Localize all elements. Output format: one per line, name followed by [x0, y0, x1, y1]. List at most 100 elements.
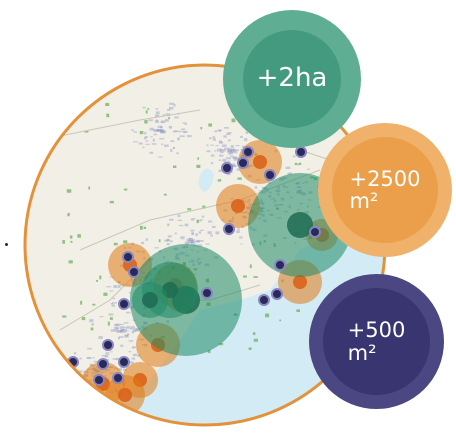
urban-block: [93, 360, 97, 363]
urban-block: [145, 238, 148, 241]
urban-block: [210, 154, 215, 157]
urban-block: [222, 158, 227, 162]
urban-block: [126, 330, 129, 332]
urban-block: [218, 159, 222, 162]
urban-block: [184, 123, 187, 125]
bay-water: [198, 168, 214, 192]
urban-block: [132, 141, 138, 143]
badge-green-label: +2ha: [257, 65, 328, 92]
urban-block: [131, 330, 136, 332]
urban-block: [151, 143, 157, 145]
park-patch: [103, 292, 108, 296]
purple-service-site: [201, 287, 213, 299]
urban-block: [120, 344, 124, 347]
park-patch: [109, 317, 113, 320]
urban-block: [179, 135, 185, 138]
urban-block: [191, 232, 194, 235]
urban-block: [287, 172, 292, 175]
urban-block: [110, 351, 113, 353]
urban-block: [152, 129, 155, 131]
urban-block: [229, 152, 234, 155]
park-patch: [105, 102, 110, 107]
park-patch: [147, 108, 150, 110]
park-patch: [139, 225, 143, 230]
urban-block: [226, 157, 231, 160]
urban-block: [197, 219, 202, 222]
urban-block: [208, 220, 213, 223]
urban-block: [119, 336, 124, 338]
park-patch: [76, 111, 80, 115]
urban-block: [113, 285, 118, 288]
purple-markers: [67, 146, 331, 389]
urban-block: [144, 136, 147, 140]
urban-block: [174, 116, 179, 119]
purple-service-site: [102, 339, 114, 351]
urban-block: [168, 106, 174, 110]
urban-block: [186, 238, 191, 242]
urban-block: [195, 233, 198, 236]
urban-block: [160, 121, 163, 123]
urban-block: [232, 164, 235, 167]
urban-block: [158, 156, 163, 158]
park-patch: [253, 338, 258, 342]
urban-block: [212, 136, 216, 139]
urban-block: [254, 186, 258, 189]
urban-block: [220, 150, 224, 154]
urban-block: [209, 137, 212, 140]
badge-purple-inner: [323, 288, 430, 395]
park-patch: [84, 130, 89, 133]
park-patch: [62, 315, 67, 318]
urban-block: [226, 173, 231, 176]
park-patch: [69, 235, 73, 239]
park-patch: [196, 219, 199, 224]
park-patch: [187, 208, 192, 211]
orange-service-site: [253, 155, 267, 169]
urban-block: [125, 311, 131, 314]
urban-block: [87, 357, 92, 359]
urban-block: [128, 340, 134, 342]
urban-block: [210, 144, 214, 146]
urban-block: [160, 130, 165, 134]
urban-block: [210, 234, 213, 237]
park-patch: [106, 113, 110, 118]
orange-service-site: [118, 388, 132, 402]
stray-dot: [5, 243, 8, 246]
park-patch: [231, 118, 236, 123]
urban-block: [141, 241, 145, 245]
urban-block: [116, 330, 120, 333]
urban-block: [123, 331, 126, 333]
badge-orange-label: +2500 m²: [349, 168, 420, 212]
purple-service-site: [118, 356, 130, 368]
orange-service-site: [293, 275, 307, 289]
urban-block: [169, 102, 174, 105]
purple-service-site: [118, 298, 130, 310]
badge-purple-value: +500: [347, 318, 406, 343]
urban-block: [206, 144, 209, 147]
park-patch: [197, 157, 199, 160]
urban-block: [132, 346, 136, 349]
urban-block: [123, 368, 127, 371]
park-patch: [158, 239, 161, 243]
urban-block: [164, 239, 169, 242]
park-patch: [92, 303, 96, 306]
urban-block: [215, 145, 219, 147]
urban-block: [131, 129, 134, 131]
urban-block: [214, 150, 217, 152]
park-patch: [299, 162, 302, 165]
urban-block: [115, 357, 121, 361]
urban-block: [153, 129, 159, 132]
urban-block: [232, 156, 237, 159]
urban-block: [219, 141, 224, 144]
badge-purple-label: +500 m²: [348, 319, 406, 363]
urban-block: [91, 357, 95, 359]
park-patch: [90, 327, 94, 331]
park-patch: [67, 212, 70, 217]
urban-block: [149, 151, 154, 154]
urban-block: [138, 142, 143, 145]
urban-block: [235, 144, 240, 147]
park-patch: [168, 117, 171, 120]
urban-block: [184, 223, 189, 227]
urban-block: [108, 313, 114, 316]
park-patch: [294, 162, 298, 166]
